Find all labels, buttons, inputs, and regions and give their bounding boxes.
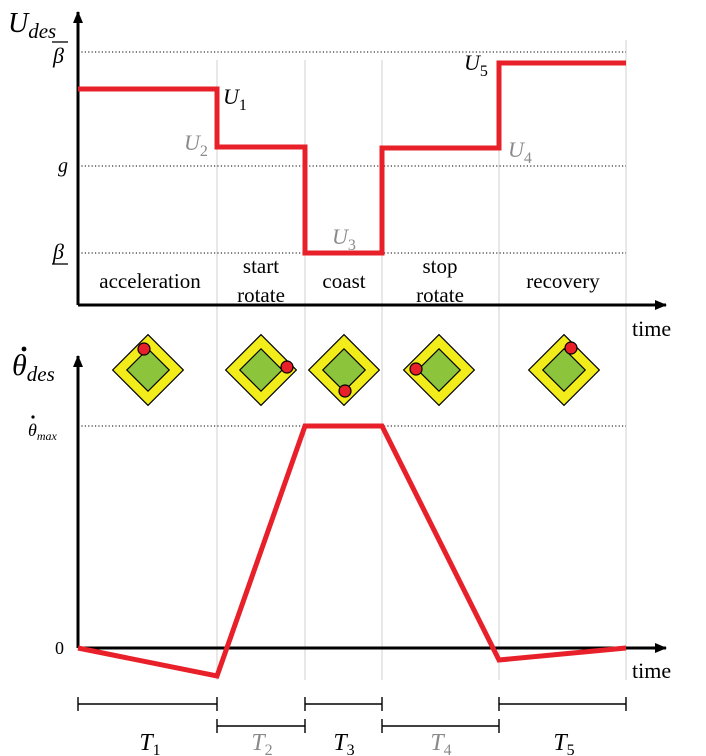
level-label-u4: U4 bbox=[508, 137, 532, 167]
interval-brackets bbox=[77, 697, 627, 733]
vehicle-icon-acceleration bbox=[111, 333, 185, 407]
interval-labels: T1 T2 T3 T4 T5 bbox=[139, 730, 574, 756]
tick-beta-bar: β bbox=[52, 43, 64, 68]
top-y-axis-label: Udes bbox=[8, 8, 56, 43]
phase-label-acceleration: acceleration bbox=[99, 269, 201, 293]
bottom-y-axis-label: θdes bbox=[12, 349, 55, 386]
top-reference-lines bbox=[78, 51, 626, 254]
top-x-axis-label: time bbox=[632, 316, 671, 341]
theta-des-curve bbox=[77, 423, 627, 679]
level-label-u5: U5 bbox=[464, 50, 488, 80]
phase-label-recovery: recovery bbox=[526, 269, 600, 293]
top-plot: Udes time β g β U1 U2 U3 U4 U5 accelerat… bbox=[8, 8, 671, 341]
vehicle-icon-coast bbox=[307, 333, 381, 407]
theta-max-dot-accent bbox=[31, 415, 35, 419]
interval-t3 bbox=[304, 697, 383, 711]
interval-t4 bbox=[381, 719, 500, 733]
phase-label-coast: coast bbox=[322, 269, 365, 293]
phase-label-start-line1: start bbox=[243, 254, 279, 278]
phase-label-start-line2: rotate bbox=[237, 283, 285, 307]
interval-label-t2: T2 bbox=[251, 730, 272, 756]
interval-t1 bbox=[77, 697, 218, 711]
phase-label-stop-line2: rotate bbox=[416, 283, 464, 307]
interval-t5 bbox=[498, 697, 627, 711]
u-des-curve bbox=[78, 60, 626, 256]
bottom-x-axis-label: time bbox=[632, 658, 671, 683]
rotation-icons bbox=[111, 333, 601, 407]
vehicle-icon-stop-rotate bbox=[402, 333, 476, 407]
interval-t2 bbox=[216, 719, 306, 733]
tick-beta-low: β bbox=[52, 239, 64, 264]
tick-theta-max: θmax bbox=[28, 420, 58, 443]
phase-labels: acceleration start rotate coast stop rot… bbox=[99, 254, 600, 307]
phase-label-stop-line1: stop bbox=[422, 254, 457, 278]
interval-label-t4: T4 bbox=[430, 730, 451, 756]
vehicle-icon-recovery bbox=[527, 333, 601, 407]
interval-label-t3: T3 bbox=[333, 730, 354, 756]
vehicle-icon-start-rotate bbox=[224, 333, 298, 407]
level-label-u2: U2 bbox=[184, 130, 208, 160]
level-label-u1: U1 bbox=[223, 84, 247, 114]
theta-dot-accent bbox=[21, 346, 27, 352]
bottom-plot: θdes θmax 0 time bbox=[12, 346, 671, 683]
level-label-u3: U3 bbox=[332, 224, 356, 254]
interval-label-t1: T1 bbox=[139, 730, 160, 756]
tick-g: g bbox=[58, 155, 68, 177]
interval-label-t5: T5 bbox=[553, 730, 574, 756]
tick-zero: 0 bbox=[55, 638, 64, 658]
